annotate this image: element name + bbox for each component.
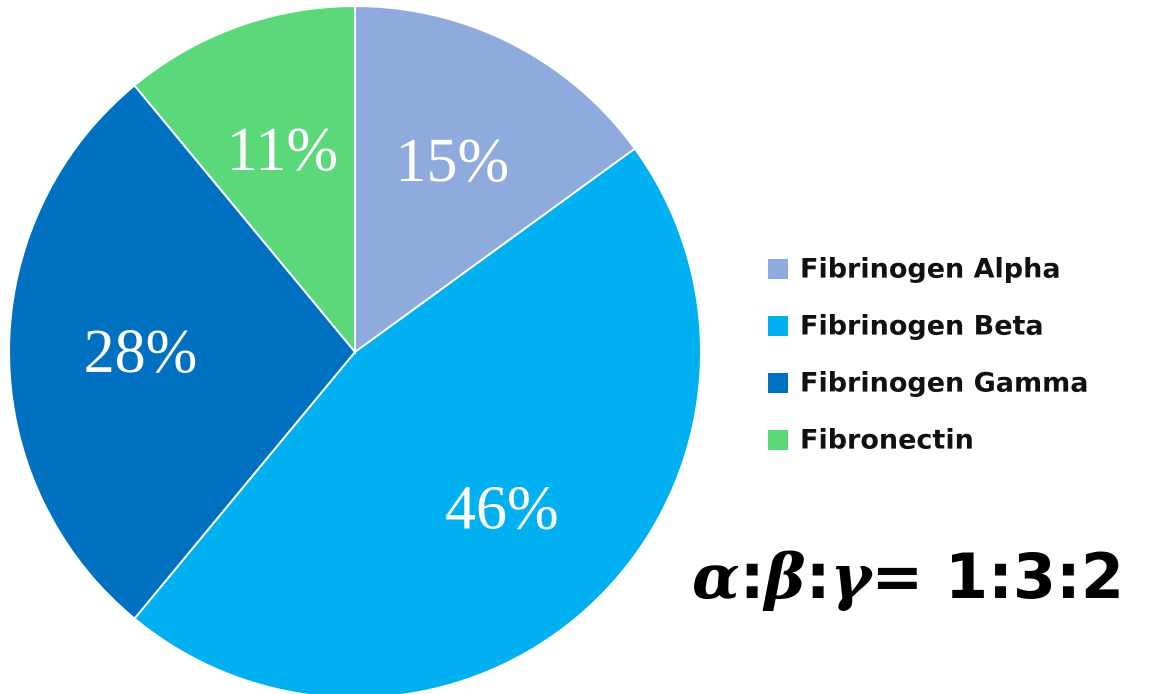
- slice-label-fibrinogen-gamma: 28%: [84, 318, 198, 386]
- ratio-separator: :: [740, 540, 765, 613]
- pie-slice-fibrinogen-alpha: [354, 4, 637, 354]
- pie-slice-labels: 15% 46% 28% 11%: [84, 116, 559, 542]
- legend-swatch-fibrinogen-beta: [768, 316, 788, 336]
- slice-label-fibrinogen-beta: 46%: [445, 474, 559, 542]
- ratio-separator: :: [806, 540, 831, 613]
- legend-swatch-fibrinogen-alpha: [768, 259, 788, 279]
- legend-label-fibrinogen-alpha: Fibrinogen Alpha: [800, 254, 1061, 285]
- slice-label-fibronectin: 11%: [227, 116, 338, 184]
- pie-slices: [7, 4, 702, 694]
- legend-label-fibrinogen-gamma: Fibrinogen Gamma: [800, 368, 1089, 399]
- legend-label-fibrinogen-beta: Fibrinogen Beta: [800, 311, 1044, 342]
- pie-slice-fibronectin: [133, 4, 356, 355]
- legend-swatch-fibronectin: [768, 430, 788, 450]
- legend-swatch-fibrinogen-gamma: [768, 373, 788, 393]
- ratio-alpha: α: [692, 540, 740, 613]
- pie-slice-fibrinogen-beta: [133, 147, 702, 694]
- pie-slice-fibrinogen-gamma: [7, 83, 357, 621]
- ratio-beta: β: [763, 540, 806, 613]
- slice-label-fibrinogen-alpha: 15%: [396, 127, 510, 195]
- legend-label-fibronectin: Fibronectin: [800, 425, 974, 456]
- ratio-value: = 1:3:2: [871, 540, 1124, 613]
- legend: Fibrinogen Alpha Fibrinogen Beta Fibrinoge…: [768, 254, 1089, 456]
- ratio-annotation: α:β:γ= 1:3:2: [692, 540, 1124, 613]
- ratio-gamma: γ: [830, 540, 874, 613]
